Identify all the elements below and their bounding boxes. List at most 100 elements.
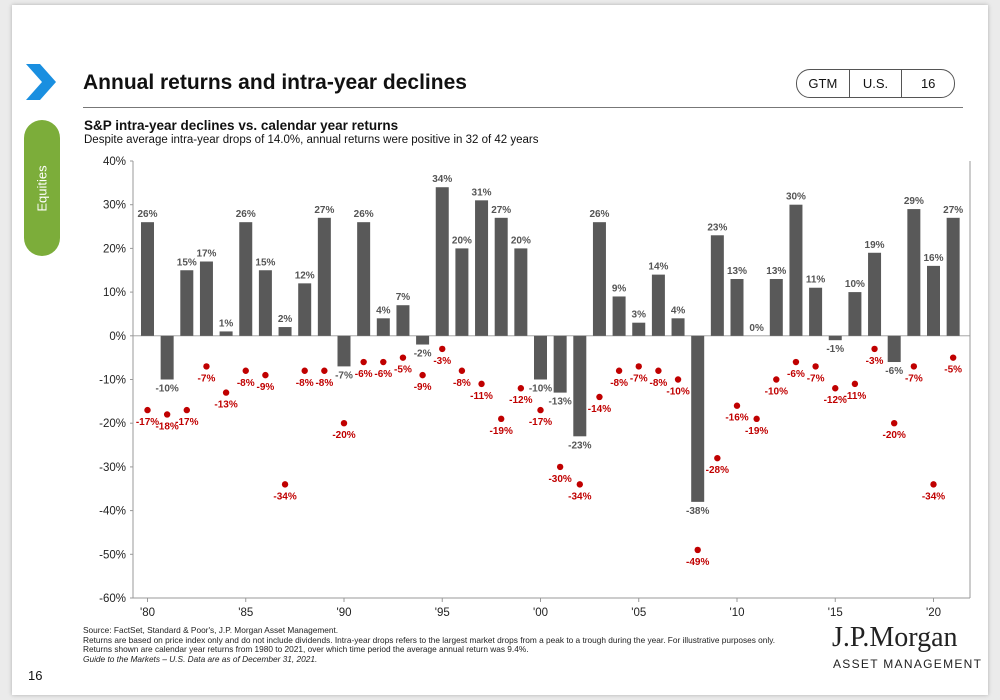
decline-label: -5% bbox=[394, 365, 412, 376]
decline-label: -9% bbox=[257, 382, 275, 393]
return-label: 7% bbox=[396, 292, 411, 303]
return-label: 34% bbox=[432, 174, 452, 185]
y-tick-label: 30% bbox=[103, 200, 126, 212]
decline-dot bbox=[242, 367, 249, 374]
return-bar bbox=[141, 222, 154, 336]
badge-page: 16 bbox=[901, 70, 954, 97]
decline-label: -30% bbox=[548, 474, 571, 485]
return-bar bbox=[946, 217, 960, 336]
return-label: -2% bbox=[414, 349, 432, 360]
decline-dot bbox=[203, 363, 210, 370]
return-label: 3% bbox=[632, 310, 647, 321]
y-tick-label: -30% bbox=[99, 462, 126, 474]
chevron-right-icon bbox=[26, 64, 56, 100]
return-bar bbox=[848, 292, 862, 336]
x-tick-label: '80 bbox=[140, 607, 155, 619]
decline-label: -34% bbox=[568, 491, 591, 502]
return-label: 15% bbox=[177, 257, 197, 268]
y-tick-label: -40% bbox=[99, 506, 126, 518]
decline-label: -8% bbox=[610, 378, 628, 389]
decline-label: -17% bbox=[529, 417, 552, 428]
decline-label: -16% bbox=[725, 413, 748, 424]
decline-dot bbox=[714, 454, 721, 462]
badge-region: U.S. bbox=[848, 70, 902, 97]
decline-dot bbox=[615, 367, 623, 374]
return-label: 23% bbox=[707, 222, 727, 233]
decline-label: -8% bbox=[315, 378, 333, 389]
x-tick-label: '95 bbox=[435, 607, 450, 619]
return-label: 19% bbox=[865, 240, 885, 251]
return-bar bbox=[219, 331, 233, 336]
logo-subtitle: ASSET MANAGEMENT bbox=[833, 657, 983, 671]
x-tick-label: '00 bbox=[533, 607, 548, 619]
return-label: 11% bbox=[806, 275, 826, 286]
decline-dot bbox=[812, 363, 819, 370]
decline-dot bbox=[399, 354, 407, 361]
return-bar bbox=[671, 318, 685, 336]
decline-dot bbox=[556, 463, 564, 471]
decline-label: -8% bbox=[650, 378, 668, 389]
return-label: -10% bbox=[155, 384, 178, 395]
return-bar bbox=[927, 265, 940, 336]
x-tick-label: '20 bbox=[926, 607, 941, 619]
return-label: 15% bbox=[255, 257, 275, 268]
decline-dot bbox=[674, 376, 682, 383]
x-tick-label: '05 bbox=[631, 607, 646, 619]
return-label: -7% bbox=[335, 370, 353, 381]
decline-label: -5% bbox=[944, 365, 962, 376]
return-bar bbox=[317, 217, 331, 336]
return-label: -38% bbox=[686, 506, 709, 517]
decline-label: -11% bbox=[470, 391, 493, 402]
badge-gtm: GTM bbox=[808, 76, 838, 91]
decline-label: -9% bbox=[414, 382, 432, 393]
chart-subtitle: Despite average intra-year drops of 14.0… bbox=[84, 134, 539, 146]
return-bar bbox=[396, 305, 410, 336]
return-label: 1% bbox=[219, 318, 234, 329]
return-label: 27% bbox=[314, 205, 334, 216]
return-bar bbox=[357, 222, 371, 336]
return-label: 27% bbox=[491, 205, 511, 216]
page-title: Annual returns and intra-year declines bbox=[83, 71, 467, 94]
return-bar bbox=[160, 335, 174, 380]
return-bar bbox=[907, 209, 921, 336]
decline-dot bbox=[949, 354, 957, 361]
return-label: -23% bbox=[568, 440, 591, 451]
x-tick-label: '85 bbox=[238, 607, 253, 619]
return-label: 13% bbox=[727, 266, 747, 277]
decline-label: -34% bbox=[922, 491, 945, 502]
footnote-guide: Guide to the Markets – U.S. Data are as … bbox=[83, 653, 318, 664]
return-label: 26% bbox=[589, 209, 609, 220]
return-bar bbox=[710, 235, 724, 336]
decline-dot bbox=[576, 481, 583, 488]
decline-label: -11% bbox=[844, 391, 867, 402]
return-bar bbox=[278, 327, 292, 336]
decline-dot bbox=[596, 393, 603, 401]
decline-dot bbox=[281, 481, 289, 488]
return-label: 20% bbox=[511, 235, 531, 246]
decline-dot bbox=[163, 411, 171, 418]
decline-dot bbox=[144, 406, 151, 414]
return-label: 26% bbox=[236, 209, 256, 220]
decline-label: -7% bbox=[905, 373, 923, 384]
return-bar bbox=[199, 261, 213, 336]
decline-dot bbox=[478, 380, 485, 388]
return-label: -13% bbox=[548, 397, 571, 408]
return-label: 4% bbox=[671, 305, 686, 316]
slide bbox=[12, 5, 988, 695]
return-bar bbox=[789, 204, 803, 336]
return-label: 27% bbox=[943, 205, 963, 216]
y-tick-label: -50% bbox=[99, 549, 126, 561]
return-bar bbox=[868, 252, 882, 336]
return-label: -10% bbox=[529, 384, 552, 395]
y-tick-label: -20% bbox=[99, 418, 126, 430]
return-bar bbox=[337, 335, 351, 367]
x-tick-label: '90 bbox=[337, 607, 352, 619]
return-bar bbox=[769, 278, 783, 336]
return-label: 14% bbox=[648, 262, 668, 273]
decline-dot bbox=[792, 358, 800, 366]
return-bar bbox=[180, 270, 194, 336]
decline-dot bbox=[635, 363, 642, 370]
return-bar bbox=[298, 283, 312, 336]
x-tick-label: '15 bbox=[828, 607, 843, 619]
